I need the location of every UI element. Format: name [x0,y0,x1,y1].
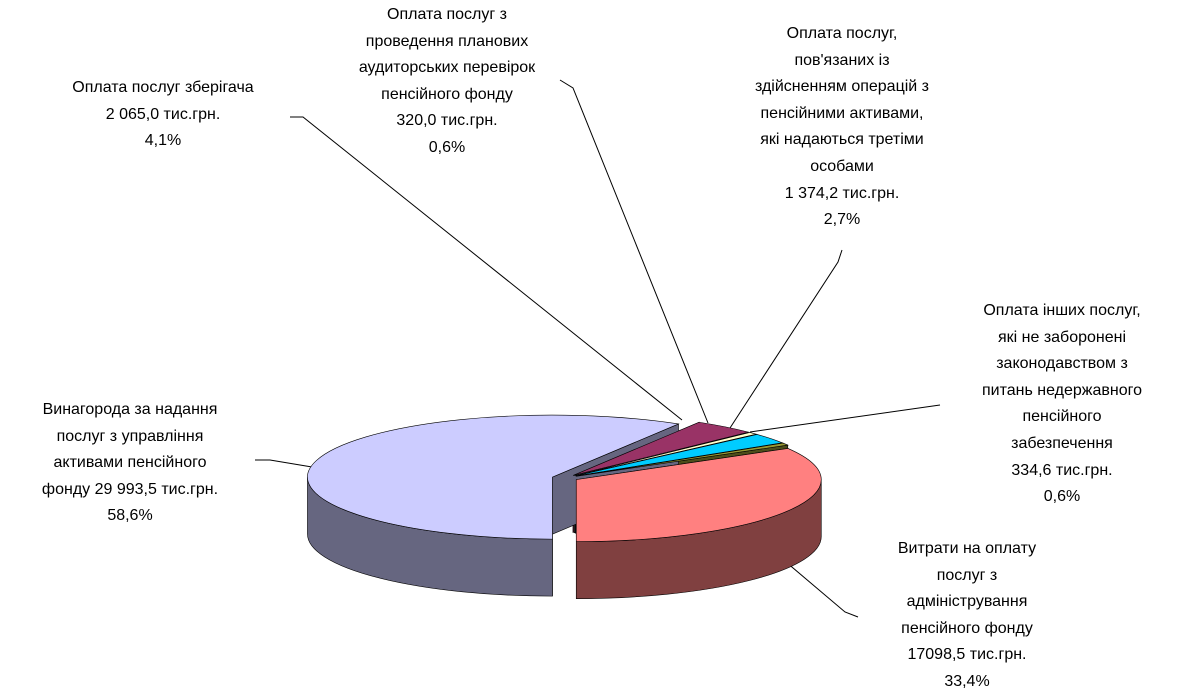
value-label: 33,4% [944,672,990,690]
pie [307,414,822,599]
amount-label: 29 993,5 тис.грн. [94,480,219,498]
slice-label: Оплата інших послуг, які не заборонені з… [947,298,1177,511]
category-label: Винагорода за надання послуг з управлінн… [41,401,218,498]
leader-line [729,249,843,429]
amount-label: 334,6 тис.грн. [1011,461,1113,479]
slice [576,442,789,477]
value-label: 0,6% [1043,488,1081,506]
category-label: Витрати на оплату послуг з адмініструван… [897,540,1037,637]
category-label: Оплата послуг зберігача [72,79,254,96]
value-label: 58,6% [107,507,153,525]
amount-label: 1 374,2 тис.грн. [784,184,900,202]
slice [575,434,784,477]
slice [307,414,680,540]
amount-label: 17098,5 тис.грн. [907,646,1027,664]
pie-tops [307,414,822,542]
slice [575,448,822,542]
slice-label: Оплата послуг з проведення планових ауди… [317,2,577,162]
leader-line [749,404,941,433]
leader-line [290,116,683,421]
slice-label: Витрати на оплату послуг з адмініструван… [837,536,1097,696]
value-label: 4,1% [144,132,182,150]
leader-lines [255,79,941,618]
amount-label: 2 065,0 тис.грн. [105,105,221,123]
slice [572,421,749,476]
slice [574,432,757,477]
category-label: Оплата послуг з проведення планових ауди… [358,6,536,103]
value-label: 2,7% [823,211,861,229]
category-label: Оплата інших послуг, які не заборонені з… [982,302,1142,452]
value-label: 0,6% [428,138,466,156]
slice-label: Оплата послуг зберігача 2 065,0 тис.грн. 4… [33,75,293,155]
amount-label: 320,0 тис.грн. [396,112,498,130]
slice-label: Винагорода за надання послуг з управлінн… [0,397,265,530]
leader-line [255,459,331,471]
slice-label: Оплата послуг, пов'язаних із здійсненням… [712,21,972,234]
leader-line [559,79,709,424]
category-label: Оплата послуг, пов'язаних із здійсненням… [754,25,930,175]
